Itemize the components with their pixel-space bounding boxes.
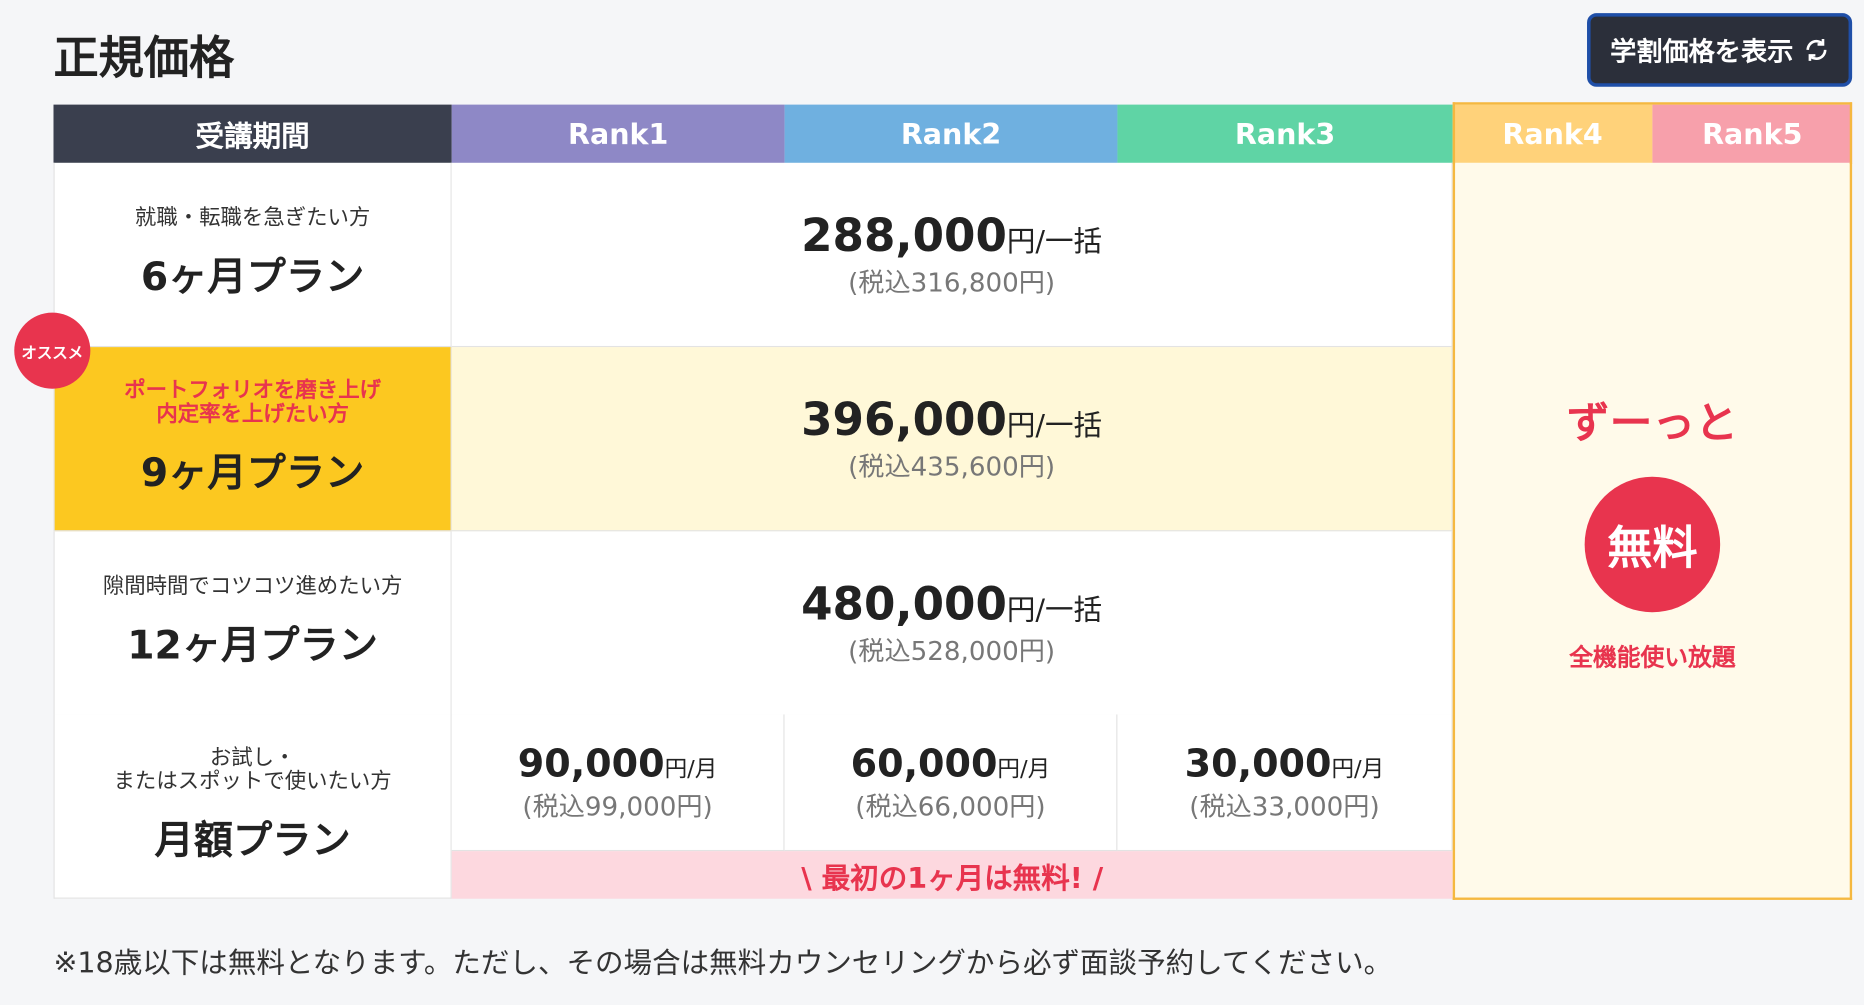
header-cell: Rank2 [784, 104, 1118, 163]
price-unit: 円/一括 [1006, 408, 1103, 443]
price-tax: (税込435,600円) [848, 452, 1056, 483]
price-cell: 480,000円/一括 (税込528,000円) [451, 531, 1453, 716]
rank45-cell: ずーっと 無料 全機能使い放題 [1452, 162, 1853, 900]
price-tax: (税込528,000円) [848, 637, 1056, 667]
price-unit: 円/月 [1331, 756, 1385, 783]
plan-subtitle: 隙間時間でコツコツ進めたい方 [102, 574, 403, 600]
price: 30,000円/月 [1185, 741, 1385, 786]
price-amount: 60,000 [850, 740, 998, 786]
price-tax: (税込99,000円) [522, 792, 713, 823]
header-cell: 受講期間 [53, 104, 452, 163]
monthly-note: \ 最初の1ヶ月は無料! / [451, 851, 1453, 899]
monthly-price-cell: 60,000円/月 (税込66,000円) [784, 714, 1118, 852]
toggle-button[interactable]: 学割価格を表示 [1587, 13, 1853, 87]
header-cell: Rank1 [451, 104, 785, 163]
rank45-headline: ずーっと [1566, 398, 1738, 448]
footnote: ※18歳以下は無料となります。ただし、その場合は無料カウンセリングから必ず面談予… [53, 946, 1393, 980]
price-tax: (税込33,000円) [1189, 792, 1380, 823]
price-cell: 396,000円/一括 (税込435,600円) [451, 347, 1453, 532]
plan-label-cell: ポートフォリオを磨き上げ 内定率を上げたい方 9ヶ月プラン [53, 347, 452, 532]
price: 396,000円/一括 [801, 393, 1102, 445]
header-cell: Rank4 [1452, 104, 1653, 163]
recommend-badge: オススメ [14, 312, 91, 389]
price: 288,000円/一括 [801, 209, 1102, 261]
monthly-price-cell: 90,000円/月 (税込99,000円) [451, 714, 785, 852]
title: 正規価格 [53, 32, 235, 85]
plan-label-cell: お試し・ またはスポットで使いたい方 月額プラン [53, 714, 452, 899]
price: 90,000円/月 [518, 741, 718, 786]
rank45-header-border [1452, 102, 1853, 165]
price: 60,000円/月 [851, 741, 1051, 786]
header-cell: Rank5 [1652, 104, 1853, 163]
plan-label-cell: 隙間時間でコツコツ進めたい方 12ヶ月プラン [53, 531, 452, 716]
free-badge: 無料 [1584, 476, 1721, 612]
price-unit: 円/一括 [1006, 224, 1103, 258]
price-amount: 480,000 [801, 577, 1007, 631]
plan-subtitle: ポートフォリオを磨き上げ 内定率を上げたい方 [124, 378, 382, 427]
price: 480,000円/一括 [801, 578, 1102, 630]
price-unit: 円/一括 [1006, 593, 1103, 627]
toggle-label: 学割価格を表示 [1610, 38, 1794, 68]
plan-name: 12ヶ月プラン [127, 621, 378, 669]
header-cell: Rank3 [1117, 104, 1453, 163]
monthly-price-cell: 30,000円/月 (税込33,000円) [1117, 714, 1453, 852]
price-amount: 30,000 [1184, 740, 1332, 786]
price-amount: 288,000 [801, 209, 1007, 262]
refresh-icon [1805, 39, 1826, 61]
price-tax: (税込316,800円) [848, 268, 1056, 299]
plan-name: 6ヶ月プラン [140, 253, 365, 300]
plan-subtitle: 就職・転職を急ぎたい方 [134, 205, 371, 231]
price-unit: 円/月 [997, 756, 1051, 783]
plan-label-cell: 就職・転職を急ぎたい方 6ヶ月プラン [53, 162, 452, 348]
price-amount: 90,000 [517, 740, 665, 786]
plan-subtitle: お試し・ またはスポットで使いたい方 [113, 745, 392, 795]
price-unit: 円/月 [664, 756, 718, 783]
price-cell: 288,000円/一括 (税込316,800円) [451, 162, 1453, 348]
plan-name: 9ヶ月プラン [140, 449, 365, 496]
rank45-caption: 全機能使い放題 [1569, 642, 1736, 672]
price-tax: (税込66,000円) [855, 792, 1046, 823]
price-amount: 396,000 [801, 393, 1007, 446]
plan-name: 月額プラン [154, 816, 351, 864]
